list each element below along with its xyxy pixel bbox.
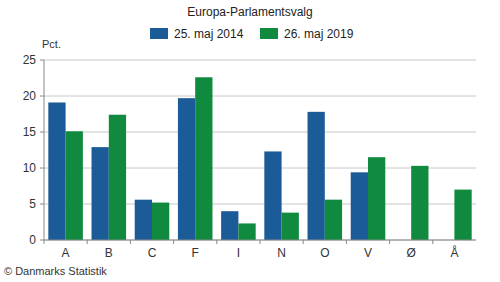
- bar: [66, 131, 83, 240]
- bar: [454, 190, 471, 240]
- category-label: Ø: [407, 246, 416, 260]
- tick-label: 0: [29, 233, 36, 247]
- legend-label: 25. maj 2014: [174, 27, 244, 41]
- tick-label: 10: [23, 161, 37, 175]
- axis-label: Pct.: [42, 38, 61, 50]
- tick: [40, 132, 44, 133]
- bar: [135, 200, 152, 240]
- bar: [368, 157, 385, 240]
- x-tick: [87, 240, 88, 244]
- legend-swatch: [260, 28, 278, 39]
- y-axis: [44, 60, 45, 240]
- bar: [152, 203, 169, 240]
- grid-line: [44, 96, 476, 97]
- category-label: B: [105, 246, 113, 260]
- bar: [325, 200, 342, 240]
- tick-label: 5: [29, 197, 36, 211]
- bar: [221, 211, 238, 240]
- x-tick: [346, 240, 347, 244]
- bars: [48, 77, 471, 240]
- bar: [282, 213, 299, 240]
- bar: [178, 98, 195, 240]
- x-tick: [389, 240, 390, 244]
- legend-label: 26. maj 2019: [284, 27, 354, 41]
- legend-swatch: [150, 28, 168, 39]
- tick: [40, 96, 44, 97]
- tick-label: 15: [23, 125, 37, 139]
- source: © Danmarks Statistik: [4, 265, 107, 277]
- tick: [40, 60, 44, 61]
- grid-line: [44, 60, 476, 61]
- bar: [264, 151, 281, 240]
- x-tick: [216, 240, 217, 244]
- x-tick: [173, 240, 174, 244]
- bar: [48, 102, 65, 240]
- tick: [40, 240, 44, 241]
- category-label: I: [237, 246, 240, 260]
- chart: Europa-Parlamentsvalg 0 5 10 15 20 25 Pct. A B C F I…: [0, 0, 500, 282]
- bar: [308, 112, 325, 240]
- category-label: F: [192, 246, 199, 260]
- category-label: V: [364, 246, 372, 260]
- title: Europa-Parlamentsvalg: [187, 5, 312, 19]
- category-label: Å: [450, 245, 458, 260]
- category-label: A: [62, 246, 70, 260]
- bar: [92, 147, 109, 240]
- bar: [195, 77, 212, 240]
- x-tick: [432, 240, 433, 244]
- category-label: O: [320, 246, 329, 260]
- x-tick: [130, 240, 131, 244]
- category-label: N: [277, 246, 286, 260]
- tick: [40, 204, 44, 205]
- x-tick: [44, 240, 45, 244]
- category-label: C: [148, 246, 157, 260]
- bar: [238, 223, 255, 240]
- tick-label: 20: [23, 89, 37, 103]
- tick: [40, 168, 44, 169]
- bar: [109, 115, 126, 240]
- x-tick: [260, 240, 261, 244]
- bar: [411, 166, 428, 240]
- bar: [351, 172, 368, 240]
- x-tick: [303, 240, 304, 244]
- tick-label: 25: [23, 53, 37, 67]
